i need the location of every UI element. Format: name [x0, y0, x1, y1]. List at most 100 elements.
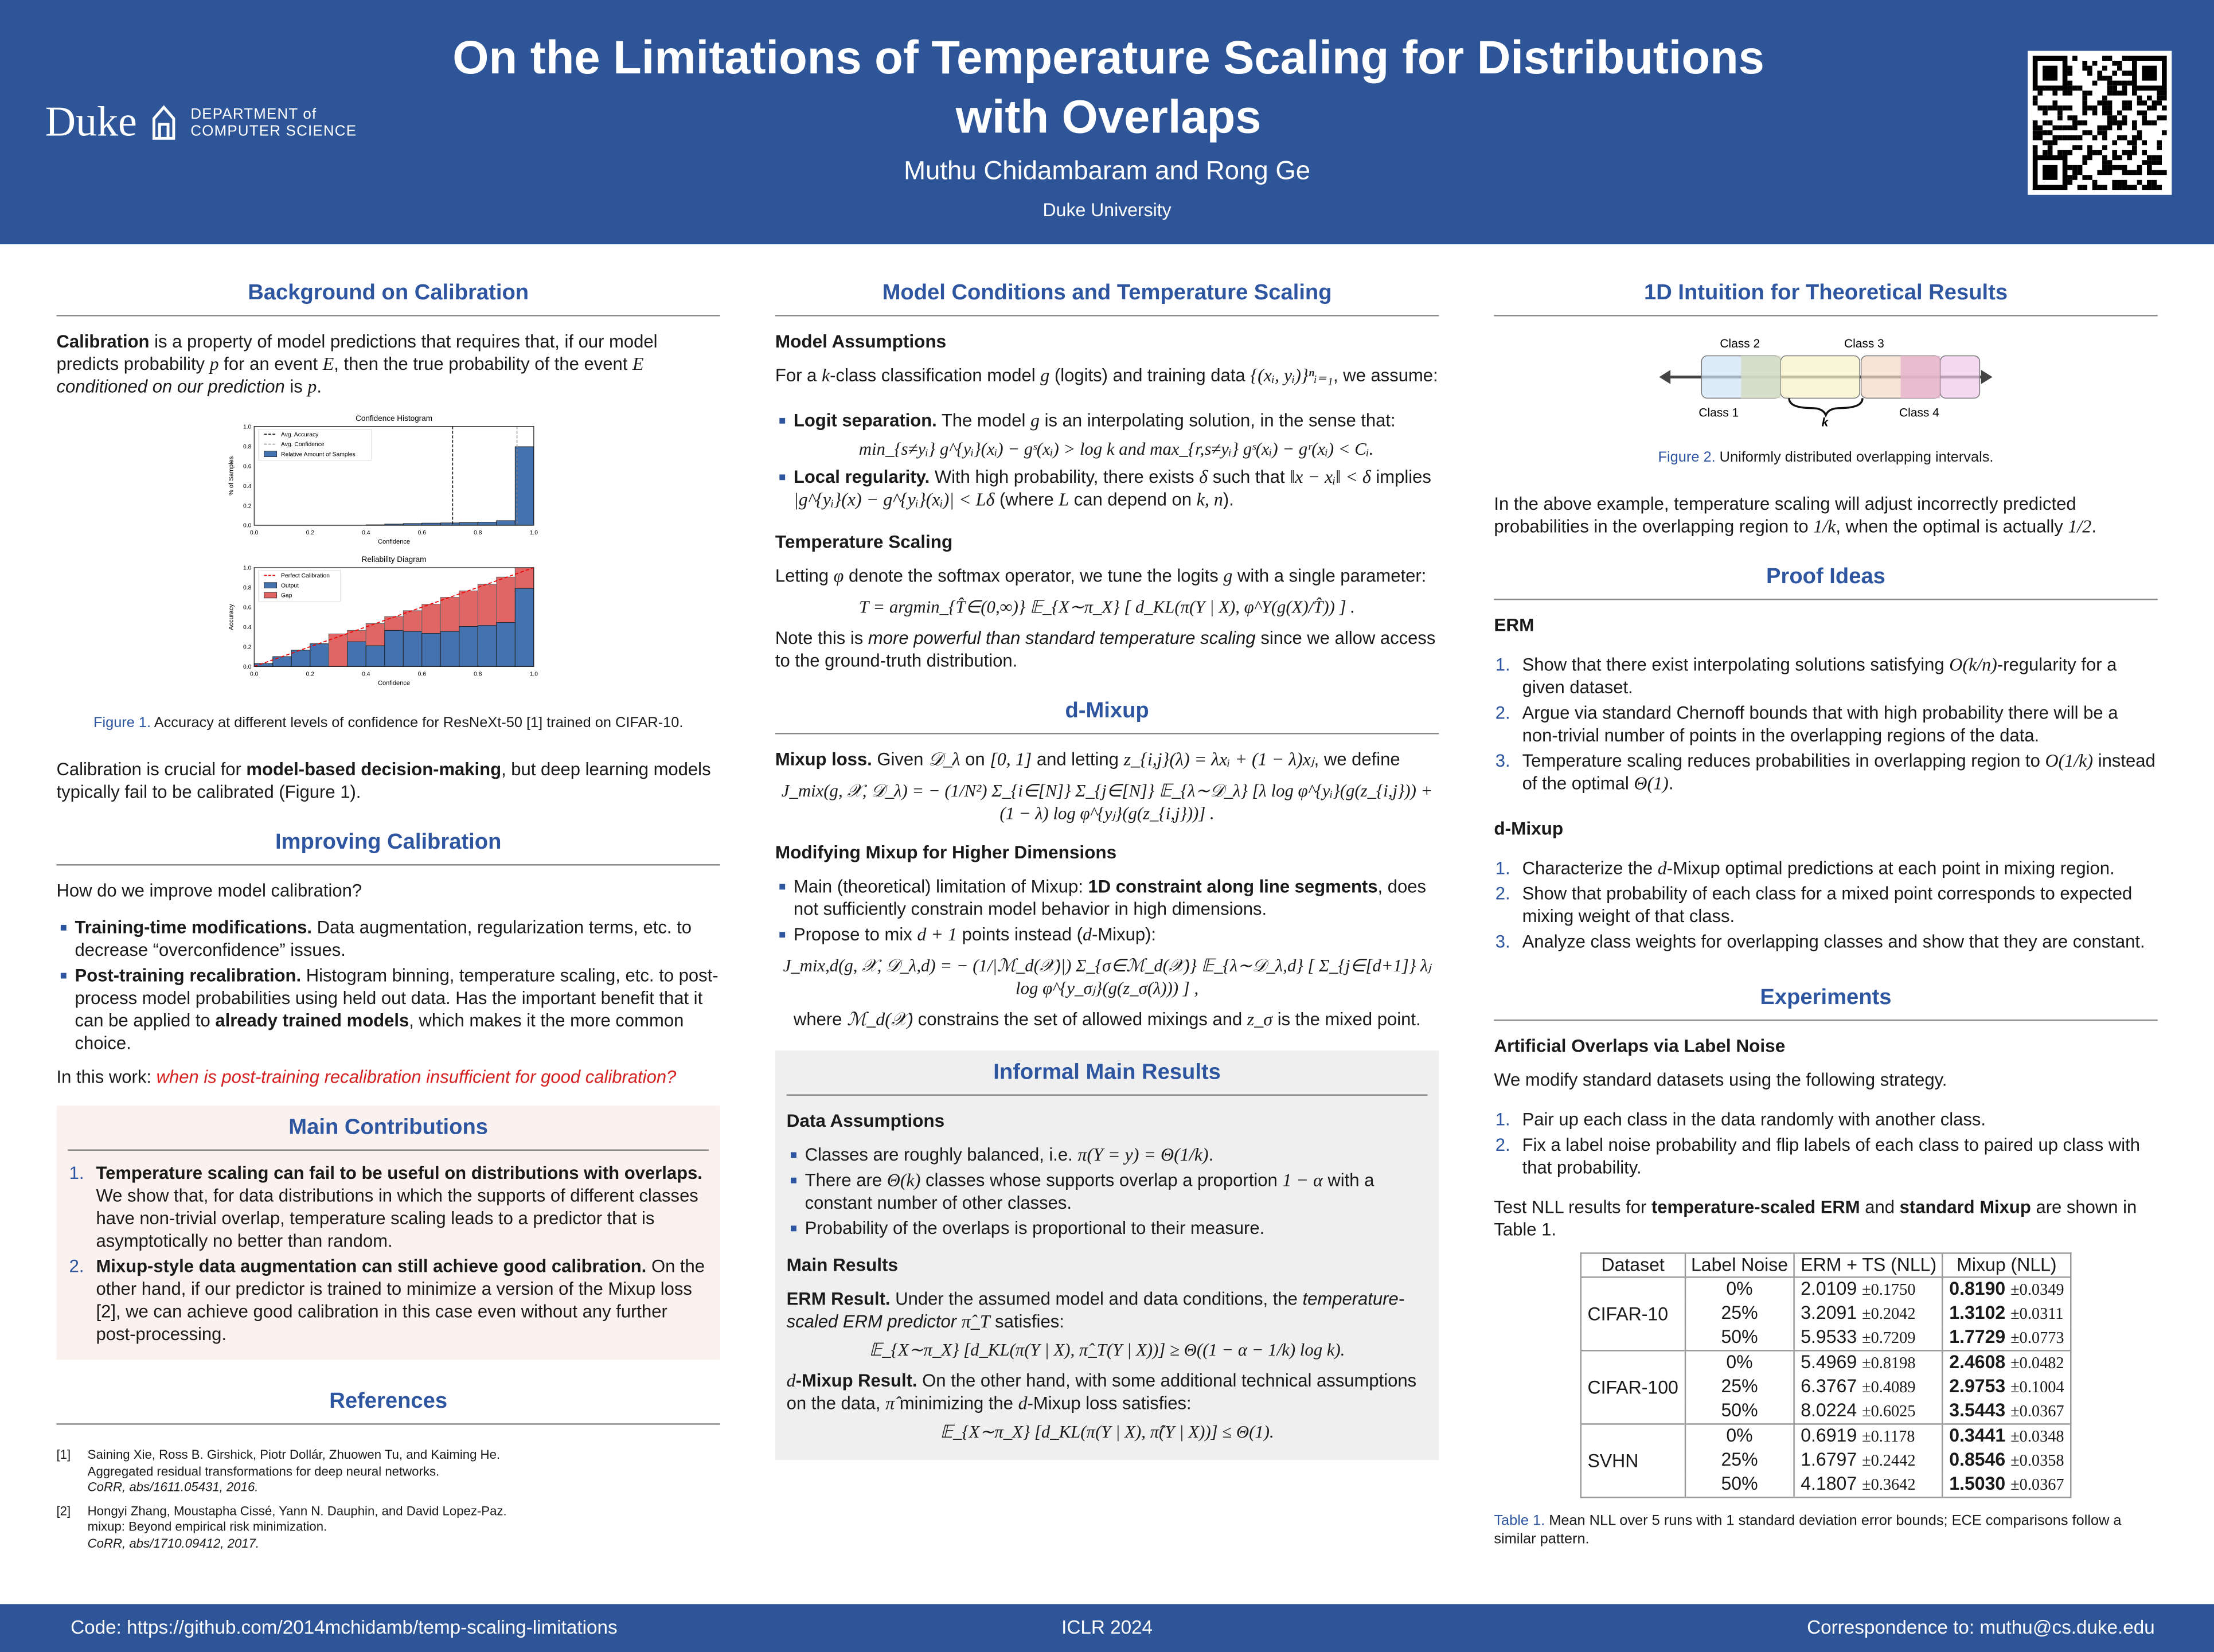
code-link[interactable]: Code: https://github.com/2014mchidamb/te…: [71, 1616, 618, 1638]
x-axis-label: Confidence: [378, 538, 410, 545]
text-segment: and: [1860, 1197, 1900, 1217]
erm-step-3: 3. Temperature scaling reduces probabilit…: [1495, 750, 2158, 795]
contribution-text: Mixup-style data augmentation can still …: [96, 1257, 705, 1345]
text-segment: where: [793, 1009, 848, 1030]
mixup-cell: 0.8190 ±0.0349: [1942, 1277, 2071, 1302]
text-segment: Classes are roughly balanced, i.e.: [805, 1145, 1078, 1165]
column-header: Label Noise: [1684, 1252, 1795, 1278]
bullet-d-mixup: Propose to mix d + 1 points instead (d-M…: [779, 923, 1439, 946]
label-class-1: Class 1: [1698, 406, 1739, 419]
figure-1-charts: Confidence Histogram Confidence % of Sampl…: [228, 414, 538, 686]
erm-cell: 6.3767 ±0.4089: [1793, 1375, 1943, 1400]
gap-bar: [403, 610, 423, 632]
text-segment: standard Mixup: [1899, 1197, 2031, 1217]
references-list: [1] Saining Xie, Ross B. Girshick, Piotr …: [57, 1447, 720, 1552]
chart-title: Confidence Histogram: [356, 414, 432, 423]
x-tick-label: 0.4: [362, 671, 370, 677]
text-segment: with a constant number of other classes.: [805, 1170, 1375, 1213]
text-segment: .: [2091, 517, 2096, 537]
gap-bar: [514, 567, 534, 589]
text-segment: for an event: [218, 354, 323, 374]
erm-result: ERM Result. Under the assumed model and …: [787, 1288, 1428, 1333]
k-brace: [1788, 398, 1864, 418]
contribution-1: 1. Temperature scaling can fail to be use…: [69, 1162, 709, 1253]
list-number: 3.: [1495, 932, 1510, 952]
text-segment: , then the true probability of the event: [334, 354, 632, 374]
mixup-std: ±0.0482: [2010, 1356, 2064, 1373]
text-segment: satisfies:: [990, 1311, 1064, 1332]
affiliation: Duke University: [1042, 199, 1172, 221]
contact-email[interactable]: Correspondence to: muthu@cs.duke.edu: [1807, 1616, 2155, 1638]
list-number: 2.: [1495, 1135, 1510, 1155]
legend-box: [258, 429, 372, 461]
mixup-mean: 3.5443: [1949, 1399, 2006, 1421]
mixup-std: ±0.0367: [2010, 1477, 2064, 1494]
output-bar: [384, 630, 404, 667]
text-segment: With high probability, there exists: [930, 467, 1200, 487]
output-bar: [421, 633, 441, 667]
text-segment: , when the optimal is actually: [1836, 517, 2068, 537]
erm-std: ±0.2042: [1862, 1306, 1916, 1323]
table-row: 50% 4.1807 ±0.3642 1.5030 ±0.0367: [1581, 1473, 2071, 1498]
equation-temperature: T = argmin_{T̂∈(0,∞)} 𝔼_{X∼π_X} [ d_KL(π…: [859, 597, 1355, 618]
table-row: 25% 3.2091 ±0.2042 1.3102 ±0.0311: [1581, 1302, 2071, 1326]
output-bar: [272, 656, 292, 667]
gap-bar: [384, 616, 404, 631]
text-segment: g: [1040, 364, 1050, 386]
text-segment: , which makes it the more common choice.: [75, 1011, 684, 1054]
step-text: Characterize the d-Mixup optimal predict…: [1522, 857, 2115, 878]
y-tick-label: 0.0: [243, 664, 252, 670]
erm-cell: 1.6797 ±0.2442: [1793, 1448, 1943, 1473]
text-segment: implies: [1370, 467, 1431, 487]
histogram-bar: [514, 446, 534, 526]
y-tick-label: 0.0: [243, 523, 252, 529]
results-table: Dataset Label Noise ERM + TS (NLL) Mixup (N…: [1580, 1252, 2071, 1498]
erm-mean: 3.2091: [1801, 1302, 1857, 1323]
mixup-cell: 2.4608 ±0.0482: [1942, 1350, 2071, 1376]
mixup-cell: 2.9753 ±0.1004: [1942, 1375, 2071, 1400]
reference-item: [1] Saining Xie, Ross B. Girshick, Piotr …: [57, 1447, 720, 1496]
list-number: 2.: [1495, 703, 1510, 723]
text-segment: -Mixup Result.: [795, 1371, 917, 1391]
text-segment: Temperature scaling can fail to be usefu…: [96, 1163, 702, 1184]
erm-std: ±0.6025: [1862, 1403, 1916, 1421]
mixup-mean: 2.4608: [1949, 1351, 2006, 1373]
noise-cell: 50%: [1684, 1473, 1795, 1498]
qr-code[interactable]: [2028, 50, 2172, 195]
erm-cell: 5.9533 ±0.7209: [1793, 1326, 1943, 1351]
heading-1d-intuition: 1D Intuition for Theoretical Results: [1494, 280, 2158, 317]
chapel-icon: [152, 105, 175, 140]
output-bar: [496, 622, 516, 667]
equation-d-mixup-loss: J_mix,d(g, 𝒳, 𝒟_λ,d) = − (1/|ℳ_d(𝒳)|) Σ_…: [783, 956, 1431, 998]
question-text: How do we improve model calibration?: [56, 881, 362, 901]
erm-step-1: 1. Show that there exist interpolating so…: [1495, 654, 2158, 699]
mixup-mean: 1.7729: [1949, 1326, 2006, 1348]
column-header: ERM + TS (NLL): [1793, 1252, 1943, 1278]
this-work-text: In this work: when is post-training reca…: [57, 1066, 720, 1088]
text-segment: g: [1030, 409, 1040, 431]
perfect-calibration-line: [253, 567, 534, 667]
strategy-text: We modify standard datasets using the fo…: [1494, 1070, 1947, 1091]
text-segment: For a: [775, 365, 822, 386]
text-segment: is the mixed point.: [1272, 1009, 1421, 1030]
assumption-probability: Probability of the overlaps is proportio…: [790, 1217, 1428, 1240]
informal-results-box: Informal Main Results Data Assumptions C…: [775, 1050, 1439, 1460]
text-segment: (logits) and training data: [1049, 365, 1251, 386]
chart-title: Reliability Diagram: [362, 555, 427, 564]
strategy-step-1: 1. Pair up each class in the data randoml…: [1495, 1108, 2158, 1131]
text-segment: classes whose supports overlap a proport…: [920, 1170, 1283, 1190]
x-tick-label: 0.6: [418, 530, 427, 536]
gap-bar: [477, 584, 497, 626]
text-segment: Local regularity.: [793, 467, 930, 487]
text-segment: d: [1018, 1392, 1028, 1413]
text-segment: π̂_T: [961, 1310, 990, 1332]
text-segment: ERM Result.: [786, 1289, 891, 1309]
text-segment: .: [317, 377, 322, 397]
step-text: Analyze class weights for overlapping cl…: [1522, 932, 2145, 951]
output-bar: [403, 631, 423, 667]
text-segment: The model: [936, 411, 1031, 431]
erm-std: ±0.8198: [1862, 1356, 1916, 1373]
caption-text: Uniformly distributed overlapping interv…: [1715, 450, 1994, 466]
text-segment: since we allow access to the ground-trut…: [775, 628, 1436, 671]
noise-cell: 25%: [1684, 1448, 1795, 1473]
